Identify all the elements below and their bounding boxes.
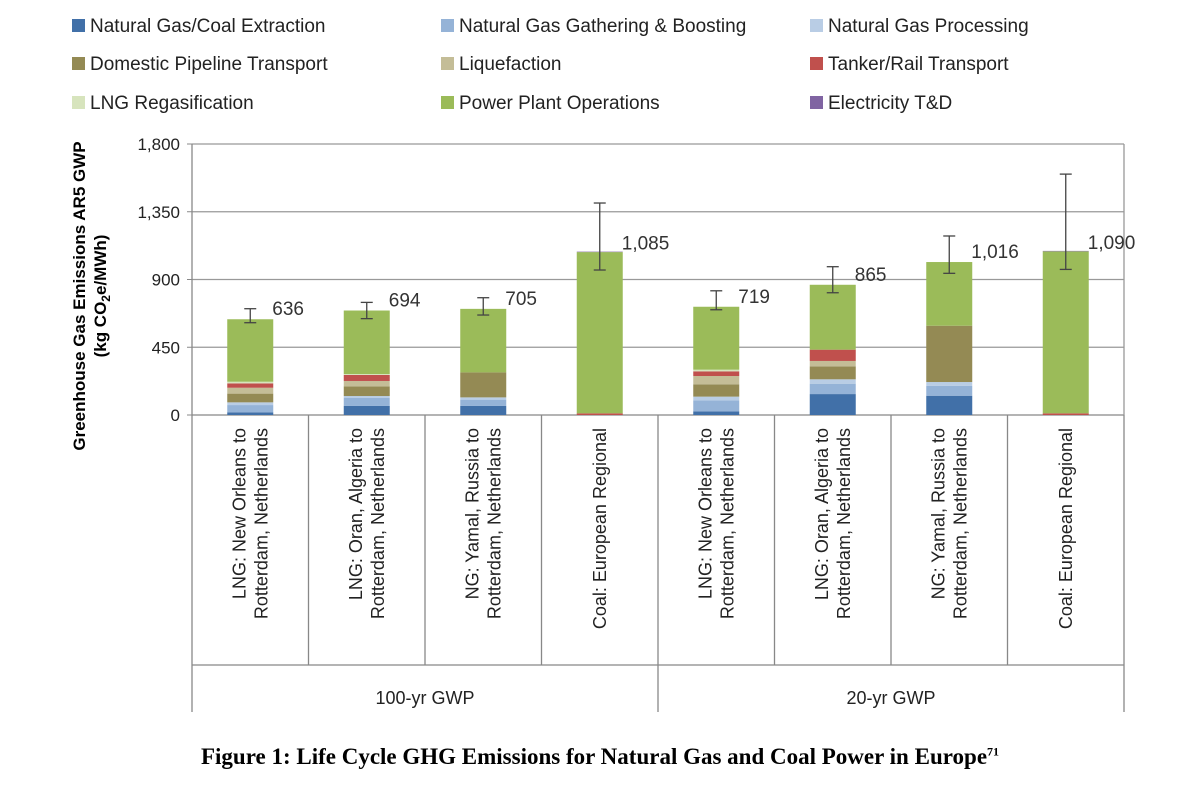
- category-label: LNG: New Orleans to: [695, 428, 715, 599]
- y-tick-label: 1,800: [137, 135, 180, 154]
- bar-segment: [343, 374, 390, 381]
- bar-segment: [227, 412, 274, 415]
- bar-segment: [460, 308, 507, 373]
- group-label: 100-yr GWP: [375, 688, 474, 708]
- data-label: 1,085: [622, 234, 670, 255]
- legend-swatch: [810, 19, 823, 32]
- bar-segment: [926, 395, 973, 415]
- bar-segment: [693, 384, 740, 397]
- legend-swatch: [72, 96, 85, 109]
- bar-segment: [1042, 251, 1089, 414]
- y-tick-label: 0: [171, 406, 180, 425]
- category-label: Rotterdam, Netherlands: [251, 428, 271, 619]
- category-label: LNG: Oran, Algeria to: [346, 428, 366, 600]
- bar-segment: [809, 366, 856, 380]
- bar-segment: [576, 413, 623, 415]
- bar-segment: [460, 397, 507, 400]
- category-label: Coal: European Regional: [1056, 428, 1076, 629]
- legend-label: Tanker/Rail Transport: [828, 54, 1009, 75]
- bar-segment: [693, 369, 740, 372]
- bar-segment: [343, 310, 390, 375]
- y-axis-unit-label: (kg CO2e/MWh): [91, 235, 113, 358]
- category-label: NG: Yamal, Russia to: [928, 428, 948, 599]
- y-tick-label: 900: [152, 271, 180, 290]
- legend-swatch: [72, 57, 85, 70]
- bar-segment: [460, 405, 507, 415]
- bar-segment: [227, 381, 274, 384]
- bar-segment: [227, 383, 274, 388]
- legend-label: Natural Gas/Coal Extraction: [90, 16, 326, 37]
- bar-segment: [343, 380, 390, 387]
- bar-segment: [809, 394, 856, 415]
- bar-segment: [343, 396, 390, 398]
- bar-segment: [227, 319, 274, 382]
- category-label: Rotterdam, Netherlands: [368, 428, 388, 619]
- legend-swatch: [441, 57, 454, 70]
- legend-label: Electricity T&D: [828, 93, 952, 114]
- bar-segment: [809, 284, 856, 350]
- bar-segment: [227, 387, 274, 394]
- legend-label: Natural Gas Processing: [828, 16, 1029, 37]
- category-label: Coal: European Regional: [590, 428, 610, 629]
- bar-segment: [227, 405, 274, 413]
- bar-segment: [460, 399, 507, 406]
- category-label: Rotterdam, Netherlands: [950, 428, 970, 619]
- bar-segment: [693, 371, 740, 377]
- legend-label: Power Plant Operations: [459, 93, 660, 114]
- bar-segment: [227, 402, 274, 406]
- bar-segment: [693, 306, 740, 370]
- legend-label: Natural Gas Gathering & Boosting: [459, 16, 746, 37]
- legend-label: Liquefaction: [459, 54, 561, 75]
- category-label: NG: Yamal, Russia to: [462, 428, 482, 599]
- bar-segment: [809, 379, 856, 384]
- legend-swatch: [810, 96, 823, 109]
- bar-segment: [460, 372, 507, 398]
- bar-segment: [1042, 413, 1089, 415]
- group-label: 20-yr GWP: [846, 688, 935, 708]
- legend-swatch: [72, 19, 85, 32]
- bar-segment: [693, 376, 740, 385]
- category-label: Rotterdam, Netherlands: [834, 428, 854, 619]
- bar-segment: [343, 374, 390, 375]
- data-label: 1,090: [1088, 233, 1136, 254]
- caption-text: Figure 1: Life Cycle GHG Emissions for N…: [200, 744, 988, 769]
- bar-segment: [926, 385, 973, 396]
- data-label: 705: [505, 289, 537, 310]
- category-label: Rotterdam, Netherlands: [717, 428, 737, 619]
- y-tick-label: 1,350: [137, 203, 180, 222]
- data-label: 1,016: [971, 242, 1019, 263]
- data-label: 865: [855, 265, 887, 286]
- bar-segment: [809, 349, 856, 361]
- bar-segment: [576, 252, 623, 414]
- legend-swatch: [441, 19, 454, 32]
- y-tick-label: 450: [152, 338, 180, 357]
- category-label: LNG: New Orleans to: [229, 428, 249, 599]
- caption-footnote: 71: [987, 744, 1000, 759]
- category-label: Rotterdam, Netherlands: [484, 428, 504, 619]
- bar-segment: [227, 393, 274, 403]
- legend-swatch: [441, 96, 454, 109]
- bar-segment: [926, 325, 973, 383]
- category-label: LNG: Oran, Algeria to: [812, 428, 832, 600]
- bar-segment: [343, 397, 390, 406]
- stacked-bar-chart: Natural Gas/Coal Extraction Natural Gas G…: [70, 16, 1136, 712]
- figure-caption: Figure 1: Life Cycle GHG Emissions for N…: [0, 744, 1200, 770]
- bar-segment: [809, 360, 856, 367]
- legend-label: LNG Regasification: [90, 93, 254, 114]
- legend-label: Domestic Pipeline Transport: [90, 54, 328, 75]
- data-label: 636: [272, 299, 304, 320]
- data-label: 719: [738, 287, 770, 308]
- bar-segment: [809, 383, 856, 395]
- bar-segment: [926, 382, 973, 386]
- bar-segment: [343, 405, 390, 415]
- bar-segment: [693, 411, 740, 415]
- data-label: 694: [389, 291, 421, 312]
- y-axis-label: Greenhouse Gas Emissions AR5 GWP: [70, 141, 89, 450]
- legend-swatch: [810, 57, 823, 70]
- bar-segment: [693, 396, 740, 401]
- bar-segment: [693, 400, 740, 412]
- bar-segment: [343, 386, 390, 397]
